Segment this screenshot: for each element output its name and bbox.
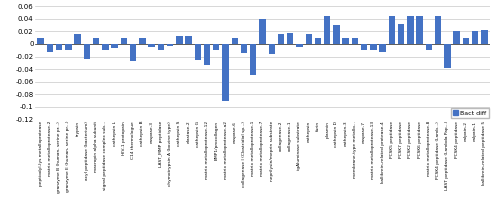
Bar [139, 38, 145, 44]
Bar [130, 44, 136, 61]
Legend: Bact diff: Bact diff [451, 108, 489, 118]
Bar [213, 44, 220, 50]
Bar [472, 31, 478, 44]
Bar [398, 24, 404, 44]
Bar [250, 44, 256, 75]
Bar [324, 16, 330, 44]
Bar [444, 44, 450, 68]
Bar [380, 44, 386, 52]
Bar [260, 19, 266, 44]
Bar [481, 30, 488, 44]
Bar [370, 44, 376, 50]
Bar [222, 44, 228, 101]
Bar [38, 38, 44, 44]
Bar [148, 44, 155, 47]
Bar [65, 44, 71, 50]
Bar [167, 44, 173, 46]
Bar [388, 16, 395, 44]
Bar [120, 38, 127, 44]
Bar [241, 44, 247, 53]
Bar [407, 16, 414, 44]
Bar [315, 38, 321, 44]
Bar [342, 38, 349, 44]
Bar [74, 34, 81, 44]
Bar [93, 38, 100, 44]
Bar [268, 44, 275, 54]
Bar [186, 36, 192, 44]
Bar [278, 34, 284, 44]
Bar [46, 44, 53, 52]
Bar [454, 31, 460, 44]
Bar [158, 44, 164, 50]
Bar [416, 16, 423, 44]
Bar [232, 38, 238, 44]
Bar [333, 25, 340, 44]
Bar [176, 36, 182, 44]
Bar [102, 44, 108, 50]
Bar [112, 44, 118, 48]
Bar [361, 44, 368, 50]
Bar [194, 44, 201, 60]
Bar [352, 38, 358, 44]
Bar [426, 44, 432, 50]
Bar [204, 44, 210, 65]
Bar [462, 38, 469, 44]
Bar [84, 44, 90, 59]
Bar [56, 44, 62, 50]
Bar [435, 16, 442, 44]
Bar [306, 34, 312, 44]
Bar [287, 33, 294, 44]
Bar [296, 44, 302, 47]
